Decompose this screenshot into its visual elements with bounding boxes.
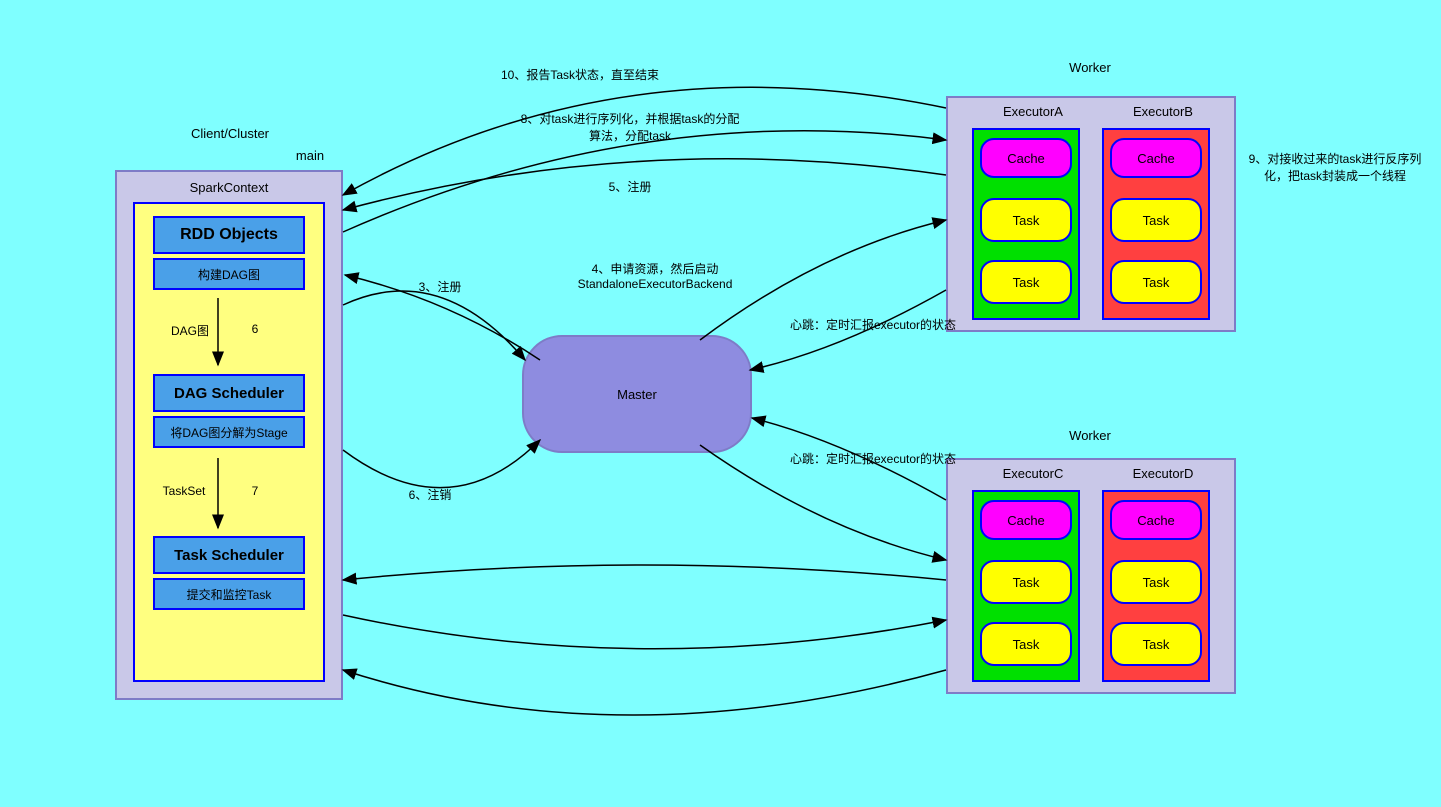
label-4: 4、申请资源，然后启动StandaloneExecutorBackend	[560, 260, 750, 291]
label-heartbeat1: 心跳：定时汇报executor的状态	[788, 316, 958, 333]
label-5: 5、注册	[570, 178, 690, 195]
dag-scheduler-header: DAG Scheduler	[153, 374, 305, 412]
executor-d: Cache Task Task	[1102, 490, 1210, 682]
executor-c: Cache Task Task	[972, 490, 1080, 682]
label-6: 6、注销	[390, 486, 470, 503]
master-node: Master	[522, 335, 752, 453]
exec-a-task1: Task	[980, 198, 1072, 242]
dag-arrow-label: DAG图	[155, 322, 225, 339]
worker-bottom-title: Worker	[1040, 428, 1140, 443]
exec-b-task1: Task	[1110, 198, 1202, 242]
exec-d-cache: Cache	[1110, 500, 1202, 540]
dag-scheduler-sub: 将DAG图分解为Stage	[153, 416, 305, 448]
exec-d-task1: Task	[1110, 560, 1202, 604]
spark-context-container: SparkContext RDD Objects 构建DAG图 DAG图 6 D…	[115, 170, 343, 700]
label-9: 9、对接收过来的task进行反序列化，把task封装成一个线程	[1240, 150, 1430, 184]
master-label: Master	[617, 387, 657, 402]
exec-a-cache: Cache	[980, 138, 1072, 178]
main-label: main	[280, 148, 340, 163]
exec-c-cache: Cache	[980, 500, 1072, 540]
worker-top: ExecutorA ExecutorB Cache Task Task Cach…	[946, 96, 1236, 332]
rdd-objects-sub: 构建DAG图	[153, 258, 305, 290]
exec-c-task1: Task	[980, 560, 1072, 604]
rdd-objects-header: RDD Objects	[153, 216, 305, 254]
worker-bottom: ExecutorC ExecutorD Cache Task Task Cach…	[946, 458, 1236, 694]
exec-b-cache: Cache	[1110, 138, 1202, 178]
exec-c-task2: Task	[980, 622, 1072, 666]
exec-d-task2: Task	[1110, 622, 1202, 666]
executor-c-title: ExecutorC	[978, 466, 1088, 481]
label-3: 3、注册	[400, 278, 480, 295]
spark-inner: RDD Objects 构建DAG图 DAG图 6 DAG Scheduler …	[133, 202, 325, 682]
task-scheduler-header: Task Scheduler	[153, 536, 305, 574]
executor-d-title: ExecutorD	[1108, 466, 1218, 481]
label-8: 8、对task进行序列化，并根据task的分配算法，分配task	[520, 110, 740, 144]
executor-b-title: ExecutorB	[1108, 104, 1218, 119]
exec-a-task2: Task	[980, 260, 1072, 304]
executor-b: Cache Task Task	[1102, 128, 1210, 320]
taskset-num: 7	[245, 484, 265, 498]
taskset-label: TaskSet	[149, 484, 219, 498]
exec-b-task2: Task	[1110, 260, 1202, 304]
client-cluster-title: Client/Cluster	[160, 126, 300, 141]
dag-num-label: 6	[245, 322, 265, 336]
label-heartbeat2: 心跳：定时汇报executor的状态	[788, 450, 958, 467]
spark-context-label: SparkContext	[117, 180, 341, 195]
task-scheduler-sub: 提交和监控Task	[153, 578, 305, 610]
worker-top-title: Worker	[1040, 60, 1140, 75]
executor-a: Cache Task Task	[972, 128, 1080, 320]
executor-a-title: ExecutorA	[978, 104, 1088, 119]
label-10: 10、报告Task状态，直至结束	[480, 66, 680, 83]
